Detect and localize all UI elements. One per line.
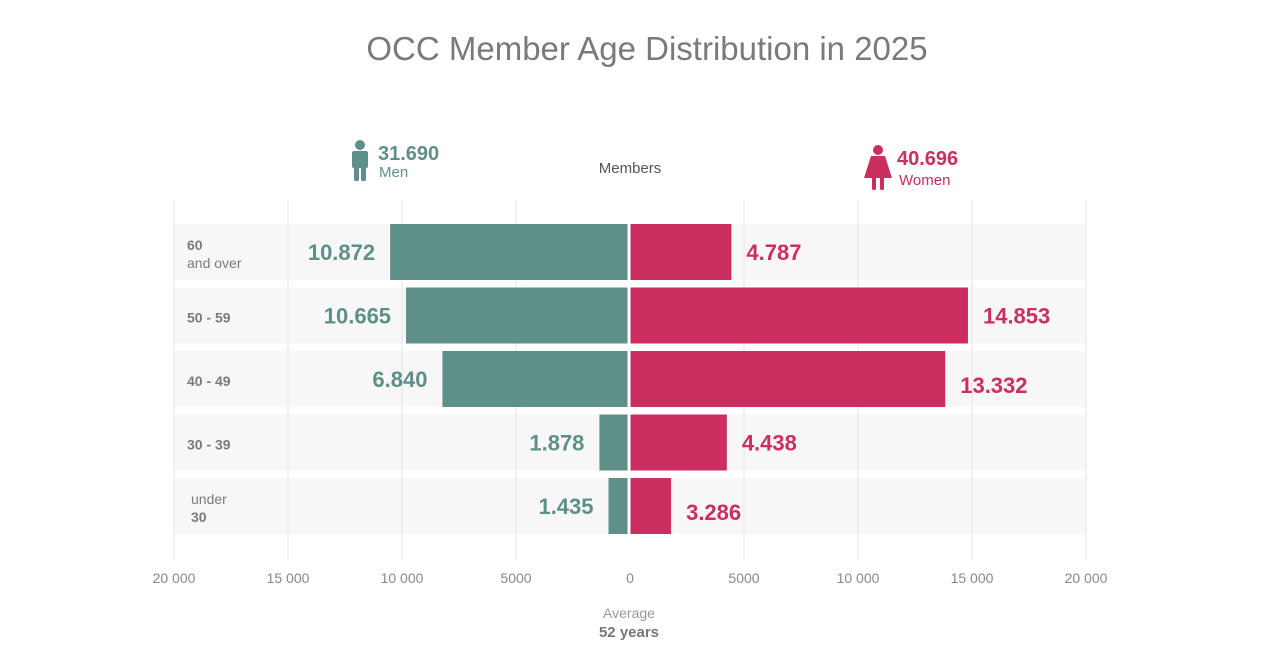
women-summary: 40.696 Women [864, 145, 958, 190]
men-bar [442, 351, 629, 407]
x-tick-label: 10 000 [381, 570, 424, 586]
men-label: Men [379, 164, 408, 181]
category-label: 30 - 39 [187, 437, 231, 453]
women-value-label: 13.332 [960, 373, 1027, 398]
members-label: Members [599, 160, 662, 177]
x-tick-label: 10 000 [837, 570, 880, 586]
x-tick-label: 15 000 [951, 570, 994, 586]
data-labels: 10.872 10.665 6.840 1.878 1.435 4.787 14.853 13… [308, 240, 1050, 525]
x-tick-label: 5000 [728, 570, 759, 586]
x-tick-label: 0 [626, 570, 634, 586]
men-value-label: 6.840 [372, 367, 427, 392]
category-label: 40 - 49 [187, 373, 231, 389]
women-bar [629, 478, 672, 534]
women-total: 40.696 [897, 148, 958, 170]
women-bar [629, 351, 946, 407]
x-tick-label: 15 000 [267, 570, 310, 586]
men-summary: 31.690 Men [352, 140, 439, 181]
women-value-label: 14.853 [983, 304, 1050, 329]
category-labels: 60 and over 50 - 59 40 - 49 30 - 39 under 30 [187, 237, 242, 525]
men-bar [390, 224, 629, 280]
men-bar [608, 478, 629, 534]
male-person-icon [352, 140, 368, 181]
women-bar [629, 224, 732, 280]
women-value-label: 3.286 [686, 500, 741, 525]
men-value-label: 1.878 [529, 431, 584, 456]
men-bar [406, 287, 629, 344]
men-value-label: 10.665 [324, 304, 391, 329]
average-label: Average [603, 605, 655, 621]
men-total: 31.690 [378, 143, 439, 165]
x-tick-label: 20 000 [1065, 570, 1108, 586]
category-label: 50 - 59 [187, 310, 231, 326]
men-value-label: 10.872 [308, 240, 375, 265]
women-label: Women [899, 172, 950, 189]
x-tick-label: 5000 [500, 570, 531, 586]
women-value-label: 4.787 [746, 240, 801, 265]
x-tick-label: 20 000 [153, 570, 196, 586]
women-bar [629, 414, 727, 471]
men-value-label: 1.435 [538, 494, 593, 519]
female-person-icon [864, 145, 892, 190]
x-axis-ticks: 20 000 15 000 10 000 5000 0 5000 10 000 15 000 2… [153, 570, 1108, 586]
chart-title: OCC Member Age Distribution in 2025 [366, 30, 927, 67]
average-value: 52 years [599, 624, 659, 641]
women-bar [629, 287, 968, 344]
bars [390, 224, 968, 534]
category-label: under 30 [191, 491, 227, 525]
women-value-label: 4.438 [742, 431, 797, 456]
category-label: 60 and over [187, 237, 242, 271]
men-bar [599, 414, 629, 471]
